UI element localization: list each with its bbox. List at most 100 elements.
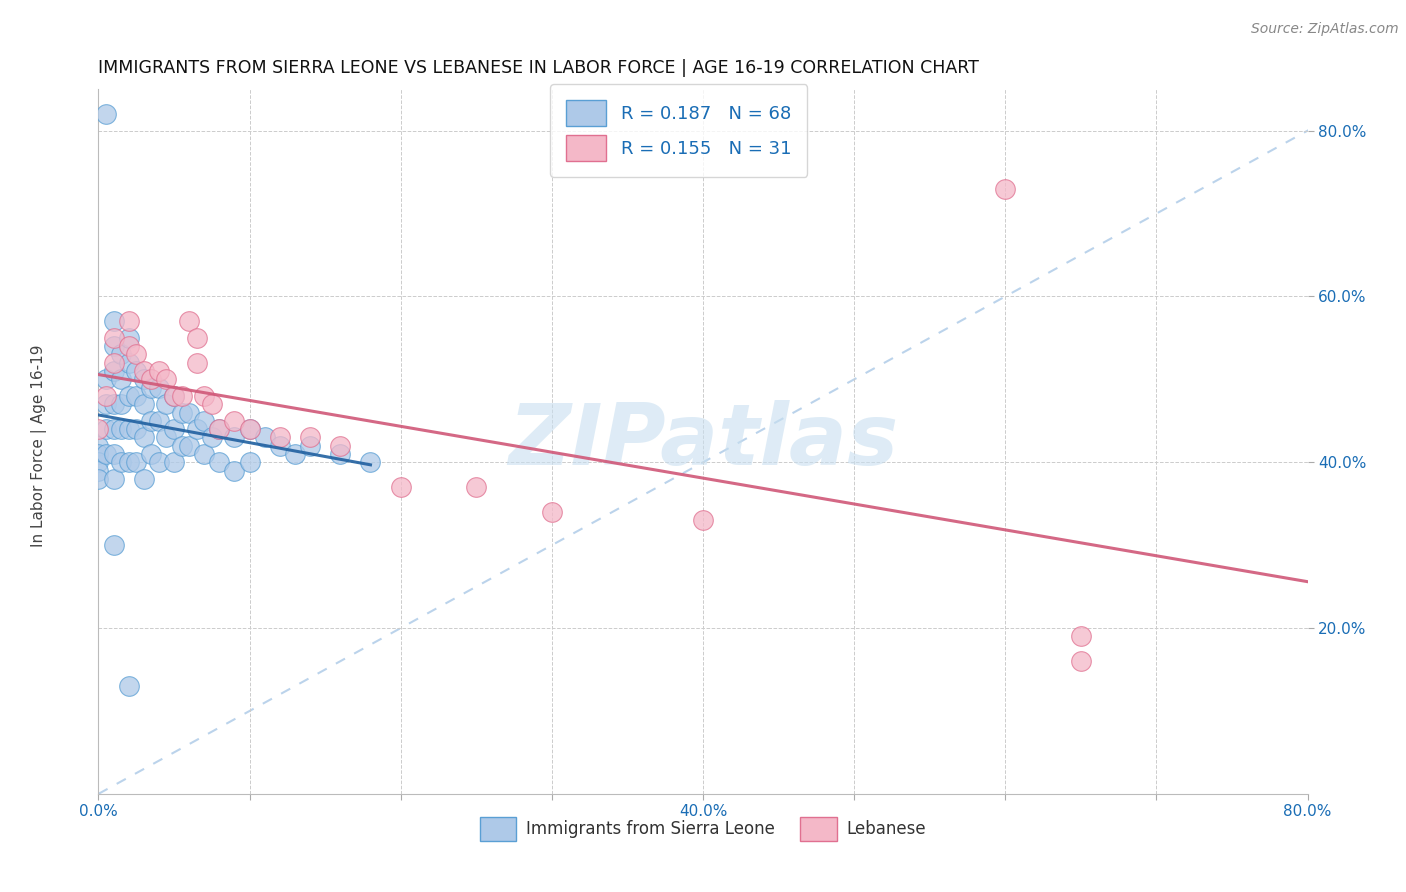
Point [193,414,215,428]
Point [208,422,231,436]
Point [118,331,141,345]
Point [132,364,155,378]
Point [132,372,155,386]
Point [389,480,412,494]
Point [118,422,141,436]
Point [118,389,141,403]
Point [141,381,163,395]
Point [118,356,141,370]
Point [132,430,155,444]
Point [118,679,141,693]
Point [87,455,110,469]
Point [148,455,170,469]
Point [692,513,714,527]
Point [87,422,110,436]
Point [994,182,1017,196]
Point [132,472,155,486]
Point [118,339,141,353]
Point [141,447,163,461]
Point [329,439,352,453]
Point [239,422,262,436]
Point [299,430,322,444]
Point [125,364,148,378]
Point [94,389,117,403]
Point [103,314,125,328]
Point [110,397,132,411]
Point [125,455,148,469]
Point [87,464,110,478]
Point [269,439,291,453]
Point [465,480,488,494]
Point [94,372,117,386]
Point [103,538,125,552]
Point [155,372,177,386]
Point [284,447,307,461]
Point [110,347,132,361]
Point [148,364,170,378]
Point [118,455,141,469]
Point [103,339,125,353]
Point [148,381,170,395]
Point [208,455,231,469]
Point [103,331,125,345]
Point [239,422,262,436]
Point [94,397,117,411]
Point [110,372,132,386]
Text: IMMIGRANTS FROM SIERRA LEONE VS LEBANESE IN LABOR FORCE | AGE 16-19 CORRELATION : IMMIGRANTS FROM SIERRA LEONE VS LEBANESE… [98,59,980,77]
Point [94,107,117,121]
Point [132,397,155,411]
Text: ZIPatlas: ZIPatlas [508,400,898,483]
Point [1070,654,1092,668]
Point [163,389,186,403]
Point [163,422,186,436]
Point [148,414,170,428]
Point [224,464,246,478]
Point [87,439,110,453]
Point [163,455,186,469]
Point [170,405,193,419]
Point [253,430,276,444]
Point [179,405,201,419]
Point [193,447,215,461]
Point [186,356,208,370]
Point [186,331,208,345]
Point [155,430,177,444]
Point [224,430,246,444]
Point [269,430,291,444]
Point [87,447,110,461]
Point [103,356,125,370]
Point [186,422,208,436]
Point [118,314,141,328]
Point [87,472,110,486]
Point [103,472,125,486]
Point [94,447,117,461]
Point [103,397,125,411]
Point [1070,629,1092,643]
Point [179,314,201,328]
Point [170,439,193,453]
Point [103,364,125,378]
Point [208,422,231,436]
Point [94,422,117,436]
Point [170,389,193,403]
Point [110,455,132,469]
Point [110,422,132,436]
Point [239,455,262,469]
Legend: Immigrants from Sierra Leone, Lebanese: Immigrants from Sierra Leone, Lebanese [471,809,935,849]
Text: In Labor Force | Age 16-19: In Labor Force | Age 16-19 [31,344,48,548]
Point [155,397,177,411]
Point [299,439,322,453]
Point [125,422,148,436]
Point [201,430,224,444]
Point [329,447,352,461]
Point [201,397,224,411]
Point [163,389,186,403]
Point [540,505,562,519]
Point [141,414,163,428]
Point [179,439,201,453]
Point [224,414,246,428]
Point [360,455,382,469]
Text: Source: ZipAtlas.com: Source: ZipAtlas.com [1251,22,1399,37]
Point [103,447,125,461]
Point [141,372,163,386]
